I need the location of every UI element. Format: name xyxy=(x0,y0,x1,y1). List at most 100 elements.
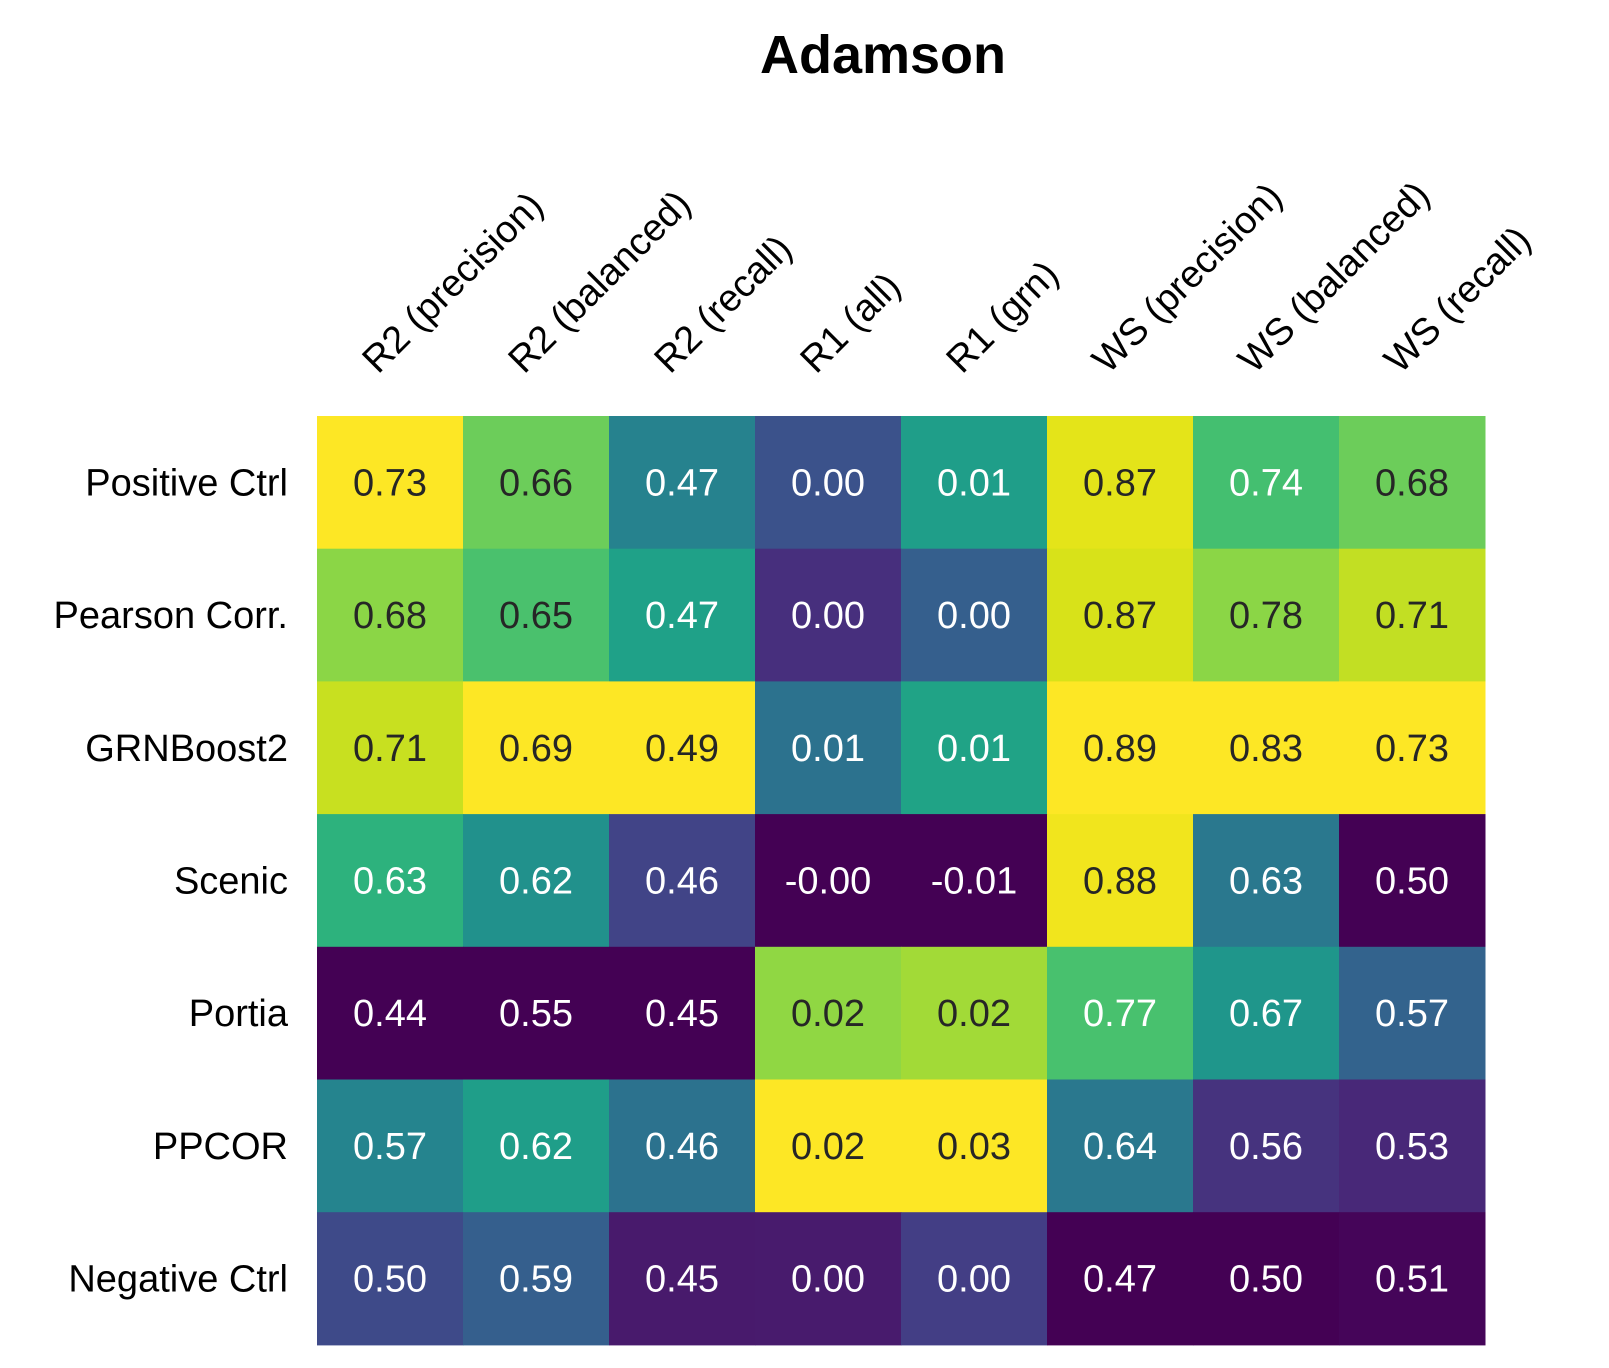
cell-value-r6-c6: 0.50 xyxy=(1229,1259,1303,1301)
cell-value-r4-c4: 0.02 xyxy=(937,993,1011,1035)
column-labels: R2 (precision)R2 (balanced)R2 (recall)R1… xyxy=(355,174,1540,381)
cell-value-r3-c5: 0.88 xyxy=(1083,860,1157,902)
heatmap-cell-r3-c5 xyxy=(1047,814,1194,948)
column-label-ws-recall: WS (recall) xyxy=(1377,219,1540,382)
chart-title: Adamson xyxy=(760,25,1006,85)
cell-value-r2-c1: 0.69 xyxy=(499,728,573,770)
cell-value-r1-c7: 0.71 xyxy=(1375,595,1449,637)
heatmap-cell-r1-c0 xyxy=(317,548,464,682)
cell-value-r4-c0: 0.44 xyxy=(353,993,427,1035)
column-label-r1-grn: R1 (grn) xyxy=(939,253,1067,381)
heatmap-cell-r6-c0 xyxy=(317,1212,464,1346)
heatmap-cell-r2-c0 xyxy=(317,681,464,815)
cell-value-r2-c6: 0.83 xyxy=(1229,728,1303,770)
cell-value-r6-c1: 0.59 xyxy=(499,1259,573,1301)
cell-value-r0-c2: 0.47 xyxy=(645,462,719,504)
cell-value-r4-c2: 0.45 xyxy=(645,993,719,1035)
row-labels: Positive Ctrl Pearson Corr. GRNBoost2 Sceni… xyxy=(54,462,289,1300)
heatmap-cell-r2-c5 xyxy=(1047,681,1194,815)
heatmap-cell-r5-c7 xyxy=(1339,1079,1486,1213)
heatmap-cell-r6-c7 xyxy=(1339,1212,1486,1346)
cell-value-r5-c7: 0.53 xyxy=(1375,1126,1449,1168)
heatmap-cell-r0-c0 xyxy=(317,416,464,550)
column-label-r2-recall: R2 (recall) xyxy=(647,228,801,382)
cell-value-r3-c1: 0.62 xyxy=(499,860,573,902)
cell-value-r4-c3: 0.02 xyxy=(791,993,865,1035)
cell-value-r2-c3: 0.01 xyxy=(791,728,865,770)
cell-value-r1-c4: 0.00 xyxy=(937,595,1011,637)
heatmap-cell-r3-c0 xyxy=(317,814,464,948)
heatmap-cell-r5-c6 xyxy=(1193,1079,1340,1213)
cell-value-r6-c2: 0.45 xyxy=(645,1259,719,1301)
cell-value-r5-c1: 0.62 xyxy=(499,1126,573,1168)
cell-value-r3-c0: 0.63 xyxy=(353,860,427,902)
cell-value-r1-c3: 0.00 xyxy=(791,595,865,637)
heatmap-cell-r4-c3 xyxy=(755,946,902,1080)
heatmap-cell-r0-c3 xyxy=(755,416,902,550)
row-label-negative-ctrl: Negative Ctrl xyxy=(68,1259,288,1301)
heatmap-cells: 0.73 0.66 0.47 0.00 0.01 0.87 0.74 0.68 0.68 0.65… xyxy=(317,416,1486,1346)
cell-value-r0-c1: 0.66 xyxy=(499,462,573,504)
heatmap-cell-r1-c7 xyxy=(1339,548,1486,682)
heatmap-cell-r4-c1 xyxy=(463,946,610,1080)
cell-value-r1-c0: 0.68 xyxy=(353,595,427,637)
heatmap-cell-r0-c4 xyxy=(901,416,1048,550)
cell-value-r6-c0: 0.50 xyxy=(353,1259,427,1301)
heatmap-cell-r4-c5 xyxy=(1047,946,1194,1080)
cell-value-r0-c6: 0.74 xyxy=(1229,462,1303,504)
cell-value-r6-c5: 0.47 xyxy=(1083,1259,1157,1301)
heatmap-cell-r5-c5 xyxy=(1047,1079,1194,1213)
heatmap-cell-r1-c6 xyxy=(1193,548,1340,682)
heatmap-cell-r6-c2 xyxy=(609,1212,756,1346)
heatmap-cell-r4-c7 xyxy=(1339,946,1486,1080)
cell-value-r5-c6: 0.56 xyxy=(1229,1126,1303,1168)
heatmap-cell-r0-c6 xyxy=(1193,416,1340,550)
row-label-portia: Portia xyxy=(189,993,289,1035)
row-label-scenic: Scenic xyxy=(174,860,288,902)
heatmap-cell-r6-c4 xyxy=(901,1212,1048,1346)
cell-value-r4-c5: 0.77 xyxy=(1083,993,1157,1035)
heatmap-cell-r5-c3 xyxy=(755,1079,902,1213)
cell-value-r5-c4: 0.03 xyxy=(937,1126,1011,1168)
heatmap-cell-r4-c0 xyxy=(317,946,464,1080)
cell-value-r3-c4: -0.01 xyxy=(931,860,1018,902)
heatmap-cell-r1-c2 xyxy=(609,548,756,682)
cell-value-r3-c7: 0.50 xyxy=(1375,860,1449,902)
cell-value-r5-c2: 0.46 xyxy=(645,1126,719,1168)
row-label-pearson-corr: Pearson Corr. xyxy=(54,595,288,637)
cell-value-r1-c6: 0.78 xyxy=(1229,595,1303,637)
cell-value-r4-c6: 0.67 xyxy=(1229,993,1303,1035)
heatmap-cell-r2-c4 xyxy=(901,681,1048,815)
heatmap-cell-r3-c7 xyxy=(1339,814,1486,948)
cell-value-r4-c1: 0.55 xyxy=(499,993,573,1035)
cell-value-r0-c4: 0.01 xyxy=(937,462,1011,504)
heatmap-cell-r3-c1 xyxy=(463,814,610,948)
heatmap-cell-r0-c7 xyxy=(1339,416,1486,550)
heatmap-cell-r6-c1 xyxy=(463,1212,610,1346)
heatmap-cell-r0-c2 xyxy=(609,416,756,550)
cell-value-r3-c6: 0.63 xyxy=(1229,860,1303,902)
cell-value-r3-c3: -0.00 xyxy=(785,860,872,902)
heatmap-cell-r2-c1 xyxy=(463,681,610,815)
cell-value-r2-c4: 0.01 xyxy=(937,728,1011,770)
cell-value-r3-c2: 0.46 xyxy=(645,860,719,902)
cell-value-r0-c7: 0.68 xyxy=(1375,462,1449,504)
heatmap-cell-r4-c6 xyxy=(1193,946,1340,1080)
heatmap-cell-r5-c2 xyxy=(609,1079,756,1213)
heatmap-cell-r3-c4 xyxy=(901,814,1048,948)
heatmap-cell-r5-c0 xyxy=(317,1079,464,1213)
row-label-ppcor: PPCOR xyxy=(153,1126,288,1168)
heatmap-cell-r2-c7 xyxy=(1339,681,1486,815)
heatmap-cell-r3-c6 xyxy=(1193,814,1340,948)
row-label-positive-ctrl: Positive Ctrl xyxy=(85,462,288,504)
heatmap-cell-r1-c4 xyxy=(901,548,1048,682)
heatmap-cell-r3-c2 xyxy=(609,814,756,948)
heatmap-cell-r2-c6 xyxy=(1193,681,1340,815)
row-label-grnboost2: GRNBoost2 xyxy=(85,728,288,770)
heatmap-cell-r6-c5 xyxy=(1047,1212,1194,1346)
heatmap-cell-r1-c1 xyxy=(463,548,610,682)
cell-value-r2-c5: 0.89 xyxy=(1083,728,1157,770)
heatmap-cell-r1-c5 xyxy=(1047,548,1194,682)
cell-value-r6-c4: 0.00 xyxy=(937,1259,1011,1301)
